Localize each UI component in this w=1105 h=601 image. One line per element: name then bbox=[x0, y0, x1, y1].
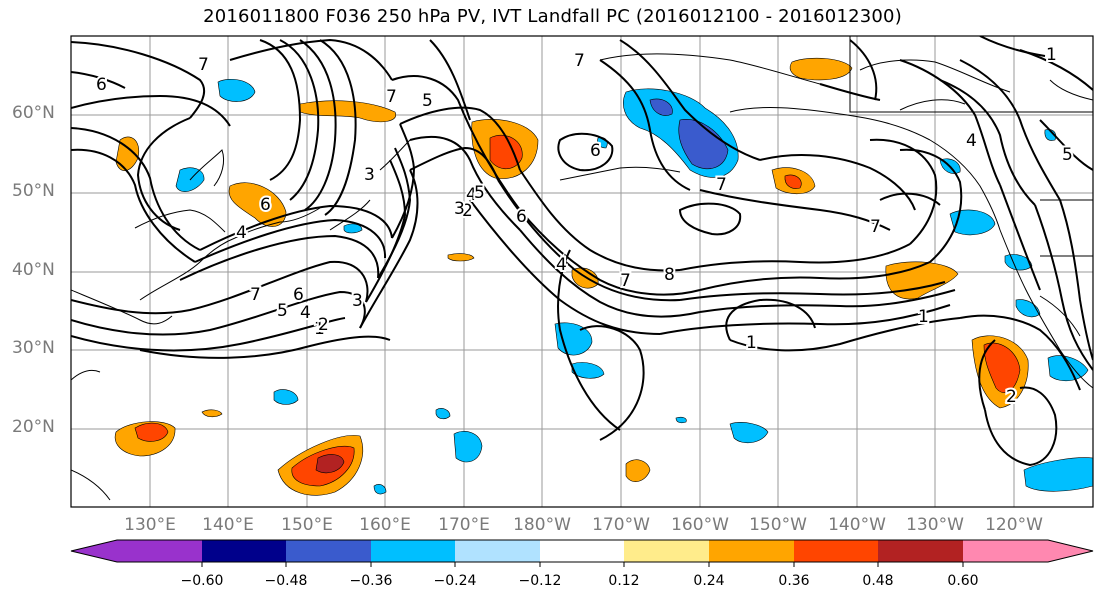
colorbar-bin bbox=[709, 540, 794, 562]
contour-label: 3 bbox=[454, 199, 465, 219]
lon-label: 150°E bbox=[281, 515, 333, 535]
contour-label: 5 bbox=[474, 183, 485, 203]
colorbar-tick-label: −0.36 bbox=[349, 573, 393, 589]
lat-label: 50°N bbox=[12, 181, 55, 201]
contour-label: 3 bbox=[364, 165, 375, 185]
contour-label: 5 bbox=[1062, 145, 1073, 165]
lon-label: 160°E bbox=[359, 515, 411, 535]
contour-label: 4 bbox=[466, 185, 477, 205]
contour-label: 1 bbox=[314, 319, 325, 339]
colorbar-bin bbox=[202, 540, 286, 562]
colorbar-extend-max bbox=[1048, 540, 1093, 562]
lon-label: 170°W bbox=[592, 515, 650, 535]
contour-label: 8 bbox=[664, 265, 675, 285]
lat-label: 20°N bbox=[12, 417, 55, 437]
lon-label: 150°W bbox=[749, 515, 807, 535]
lon-label: 130°E bbox=[124, 515, 176, 535]
contour-label: 6 bbox=[293, 285, 304, 305]
contour-label: 6 bbox=[260, 195, 271, 215]
lon-label: 130°W bbox=[906, 515, 964, 535]
contour-label: 6 bbox=[516, 207, 527, 227]
contour-label: 5 bbox=[277, 301, 288, 321]
pv-contours bbox=[71, 36, 1093, 467]
colorbar-tick-label: 0.24 bbox=[693, 573, 725, 589]
contour-label: 2 bbox=[462, 201, 473, 221]
map-frame bbox=[70, 35, 1094, 508]
colorbar-bin bbox=[624, 540, 709, 562]
colorbar-bin bbox=[794, 540, 878, 562]
contour-label: 2 bbox=[1006, 387, 1017, 407]
contour-label: 4 bbox=[300, 303, 311, 323]
colorbar-tick-label: −0.24 bbox=[433, 573, 477, 589]
contour-label: 7 bbox=[386, 87, 397, 107]
colorbar-outline bbox=[70, 539, 1094, 563]
contour-labels: 6 7 6 7 5 4 3 6 1 6 7 4 5 7 2 3 4 5 6 7 … bbox=[94, 43, 1075, 409]
contour-label: 6 bbox=[590, 141, 601, 161]
contour-label: 1 bbox=[1046, 45, 1057, 65]
colorbar-bin bbox=[455, 540, 540, 562]
contour-label: 7 bbox=[250, 285, 261, 305]
contour-label: 1 bbox=[918, 307, 929, 327]
contour-label: 7 bbox=[870, 217, 881, 237]
map-title: 2016011800 F036 250 hPa PV, IVT Landfall… bbox=[203, 6, 902, 27]
lon-label: 120°W bbox=[985, 515, 1043, 535]
contour-label: 3 bbox=[352, 291, 363, 311]
colorbar-bin bbox=[878, 540, 963, 562]
colorbar-tick-label: −0.48 bbox=[264, 573, 308, 589]
colorbar-bin bbox=[963, 540, 1048, 562]
coastlines bbox=[71, 36, 1093, 501]
colorbar-bin bbox=[540, 540, 624, 562]
colorbar-tick-label: −0.60 bbox=[180, 573, 224, 589]
colorbar-extend-min bbox=[71, 540, 117, 562]
colorbar-tick-label: 0.36 bbox=[778, 573, 810, 589]
colorbar-tick-label: −0.12 bbox=[518, 573, 562, 589]
colorbar-tick-label: 0.48 bbox=[862, 573, 894, 589]
colorbar-bin bbox=[371, 540, 455, 562]
negative-anomaly-shading bbox=[175, 79, 1093, 495]
contour-label: 7 bbox=[716, 175, 727, 195]
colorbar-tick-label: 0.12 bbox=[608, 573, 640, 589]
contour-label: 4 bbox=[966, 131, 977, 151]
lon-label: 160°W bbox=[671, 515, 729, 535]
lon-label: 180°W bbox=[513, 515, 571, 535]
contour-label: 1 bbox=[746, 333, 757, 353]
colorbar-bin bbox=[286, 540, 371, 562]
colorbar-tick-label: 0.60 bbox=[947, 573, 979, 589]
lat-label: 30°N bbox=[12, 338, 55, 358]
contour-label: 2 bbox=[318, 315, 329, 335]
lat-label: 40°N bbox=[12, 260, 55, 280]
lon-label: 140°E bbox=[202, 515, 254, 535]
contour-label: 7 bbox=[198, 55, 209, 75]
colorbar-bin bbox=[117, 540, 202, 562]
colorbar bbox=[70, 539, 1094, 567]
contour-label: 6 bbox=[96, 75, 107, 95]
contour-label: 4 bbox=[236, 223, 247, 243]
lat-label: 60°N bbox=[12, 103, 55, 123]
lon-label: 140°W bbox=[828, 515, 886, 535]
contour-label: 5 bbox=[422, 91, 433, 111]
contour-label: 7 bbox=[574, 51, 585, 71]
contour-label: 4 bbox=[556, 255, 567, 275]
lon-label: 170°E bbox=[438, 515, 490, 535]
contour-label: 7 bbox=[620, 271, 631, 291]
